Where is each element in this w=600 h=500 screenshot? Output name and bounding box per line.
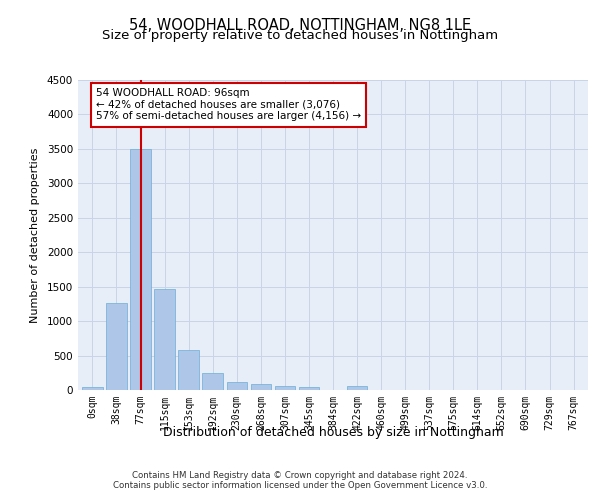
Text: 54, WOODHALL ROAD, NOTTINGHAM, NG8 1LE: 54, WOODHALL ROAD, NOTTINGHAM, NG8 1LE xyxy=(129,18,471,32)
Bar xyxy=(178,350,199,390)
Bar xyxy=(251,384,271,390)
Text: Size of property relative to detached houses in Nottingham: Size of property relative to detached ho… xyxy=(102,29,498,42)
Text: Contains HM Land Registry data © Crown copyright and database right 2024.: Contains HM Land Registry data © Crown c… xyxy=(132,472,468,480)
Y-axis label: Number of detached properties: Number of detached properties xyxy=(30,148,40,322)
Bar xyxy=(347,386,367,390)
Bar xyxy=(202,374,223,390)
Text: 54 WOODHALL ROAD: 96sqm
← 42% of detached houses are smaller (3,076)
57% of semi: 54 WOODHALL ROAD: 96sqm ← 42% of detache… xyxy=(96,88,361,122)
Text: Contains public sector information licensed under the Open Government Licence v3: Contains public sector information licen… xyxy=(113,482,487,490)
Bar xyxy=(82,386,103,390)
Bar xyxy=(299,387,319,390)
Text: Distribution of detached houses by size in Nottingham: Distribution of detached houses by size … xyxy=(163,426,503,439)
Bar xyxy=(130,149,151,390)
Bar xyxy=(275,386,295,390)
Bar xyxy=(106,302,127,390)
Bar xyxy=(154,288,175,390)
Bar xyxy=(227,382,247,390)
